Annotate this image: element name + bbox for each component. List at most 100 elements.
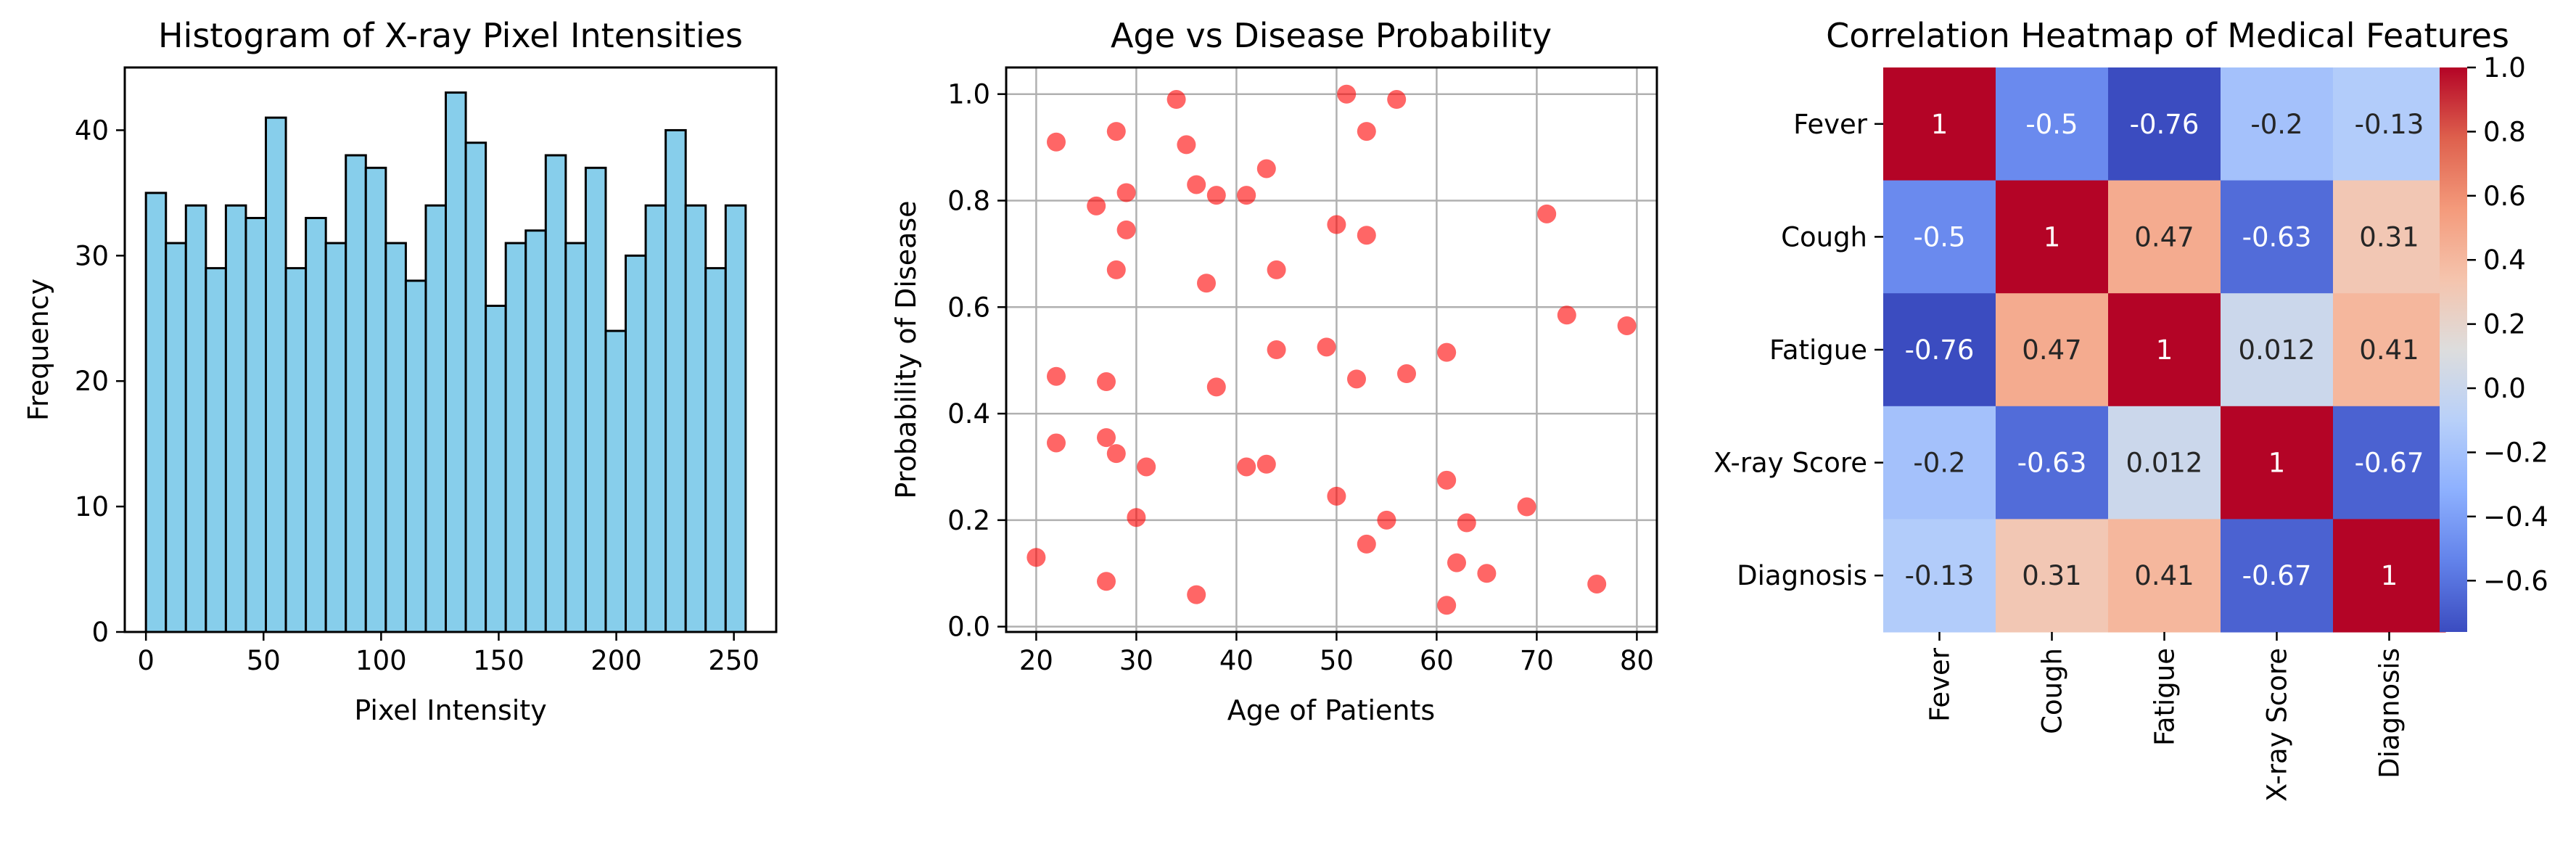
scatter-point [1317, 337, 1336, 357]
scatter-point [1397, 364, 1416, 384]
heatmap-cell [1996, 180, 2109, 294]
scatter-point [1206, 377, 1226, 397]
heatmap-column-label: Fever [1925, 647, 1956, 722]
histogram-bar [704, 267, 727, 633]
scatter-point [1357, 534, 1376, 554]
scatter-point [1457, 513, 1476, 533]
scatter-axes-frame [1005, 66, 1658, 633]
histogram-x-tick-label: 0 [137, 645, 155, 676]
heatmap-cell-annotation: 0.41 [2134, 560, 2194, 591]
histogram-bar [564, 242, 587, 633]
colorbar-tick-label: 0.2 [2483, 309, 2526, 340]
scatter-point [1327, 215, 1346, 234]
heatmap-cell-annotation: -0.76 [1905, 334, 1975, 366]
scatter-point [1106, 122, 1126, 141]
heatmap-cell-annotation: 1 [2044, 221, 2061, 252]
scatter-point [1327, 486, 1346, 506]
histogram-bar [144, 192, 168, 633]
heatmap-row-label: Fatigue [1769, 334, 1867, 366]
heatmap-cell [1996, 519, 2109, 633]
heatmap-row-label: Cough [1781, 221, 1867, 252]
scatter-point [1187, 585, 1206, 604]
heatmap-row-labels: Fever Cough Fatigue X-ray Score Diagnosis [1713, 109, 1883, 591]
heatmap-cell [1883, 293, 1996, 407]
heatmap-cell-annotation: 0.012 [2126, 448, 2203, 479]
heatmap-cell-annotation: 0.47 [2134, 221, 2194, 252]
scatter-point [1267, 340, 1286, 359]
heatmap-cell [1996, 406, 2109, 519]
histogram-y-ticks: 0 10 20 30 40 [75, 115, 125, 648]
colorbar-tick-label: −0.2 [2483, 437, 2548, 468]
heatmap-cell-annotation: -0.67 [2242, 560, 2312, 591]
histogram-bar [205, 267, 227, 633]
colorbar [2440, 67, 2467, 632]
scatter-point [1267, 260, 1286, 279]
heatmap-cell-annotation: 1 [2156, 334, 2173, 366]
scatter-x-tick-label: 20 [1019, 645, 1053, 676]
heatmap-cell [2108, 293, 2221, 407]
heatmap-cell-annotation: 0.012 [2239, 334, 2316, 366]
histogram-x-label: Pixel Intensity [354, 694, 546, 726]
histogram-x-ticks: 0 50 100 150 200 250 [137, 632, 760, 676]
histogram-bar [684, 204, 707, 633]
scatter-x-label: Age of Patients [1227, 694, 1435, 726]
histogram-bar [244, 216, 268, 633]
histogram-y-tick-label: 0 [91, 617, 109, 648]
heatmap-cell-annotation: -0.2 [2250, 109, 2303, 140]
heatmap-panel: 1 -0.5 -0.76 -0.2 -0.13 -0.5 1 0.47 -0.63 0.31 -0.… [1713, 16, 2548, 802]
histogram-bar [664, 128, 687, 633]
scatter-point [1166, 90, 1186, 110]
heatmap-cell [1883, 406, 1996, 519]
heatmap-cell [2108, 406, 2221, 519]
histogram-bar [584, 166, 607, 633]
scatter-point [1587, 574, 1607, 594]
heatmap-row-label: Fever [1793, 109, 1868, 140]
scatter-point [1116, 220, 1136, 239]
heatmap-cell [2108, 519, 2221, 633]
heatmap-cell [2333, 180, 2446, 294]
heatmap-cell [2333, 293, 2446, 407]
heatmap-cell [1883, 67, 1996, 181]
scatter-point [1347, 369, 1366, 389]
scatter-point [1047, 366, 1066, 386]
histogram-x-tick-label: 100 [355, 645, 407, 676]
histogram-bar [324, 242, 347, 633]
scatter-point [1026, 548, 1046, 567]
scatter-point [1087, 196, 1106, 215]
scatter-point [1357, 226, 1376, 245]
colorbar-ticks: 1.0 0.8 0.6 0.4 0.2 0.0 −0.2 −0.4 −0.6 [2467, 52, 2548, 596]
histogram-y-label: Frequency [22, 279, 54, 421]
scatter-x-tick-label: 80 [1620, 645, 1654, 676]
histogram-bar [485, 304, 507, 633]
scatter-point [1557, 305, 1576, 325]
histogram-bar [464, 141, 487, 633]
scatter-title: Age vs Disease Probability [1111, 16, 1552, 55]
scatter-grid [1006, 67, 1657, 632]
histogram-bar [345, 154, 367, 633]
histogram-y-tick-label: 10 [75, 491, 109, 522]
histogram-y-tick-label: 40 [75, 115, 109, 146]
histogram-bar [184, 204, 207, 633]
colorbar-tick-label: 0.8 [2483, 116, 2526, 147]
heatmap-cell [1996, 67, 2109, 181]
histogram-bar [224, 204, 247, 633]
scatter-point [1197, 274, 1216, 293]
heatmap-cell-annotation: 1 [2381, 560, 2398, 591]
scatter-point [1437, 470, 1457, 490]
heatmap-cell [1883, 519, 1996, 633]
scatter-point [1177, 135, 1196, 155]
scatter-y-tick-label: 0.4 [947, 398, 990, 430]
scatter-point [1447, 553, 1466, 572]
scatter-x-tick-label: 60 [1420, 645, 1454, 676]
heatmap-cell [2333, 67, 2446, 181]
histogram-bars [144, 91, 747, 633]
scatter-point [1237, 186, 1256, 205]
scatter-point [1127, 508, 1146, 527]
colorbar-tick-label: −0.4 [2483, 501, 2548, 533]
heatmap-cell-annotation: -0.76 [2130, 109, 2200, 140]
heatmap-cell-annotation: -0.5 [2025, 109, 2078, 140]
heatmap-cell-annotation: 0.31 [2022, 560, 2081, 591]
scatter-point [1237, 457, 1256, 477]
heatmap-cell-annotation: -0.2 [1913, 448, 1965, 479]
